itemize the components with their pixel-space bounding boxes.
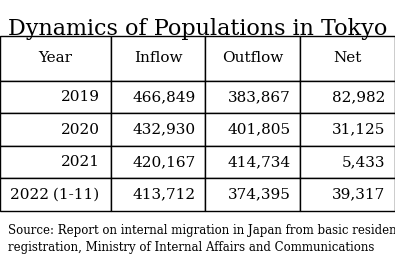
Text: Dynamics of Populations in Tokyo: Dynamics of Populations in Tokyo [8, 18, 387, 40]
Text: Source: Report on internal migration in Japan from basic resident
registration, : Source: Report on internal migration in … [8, 224, 395, 254]
